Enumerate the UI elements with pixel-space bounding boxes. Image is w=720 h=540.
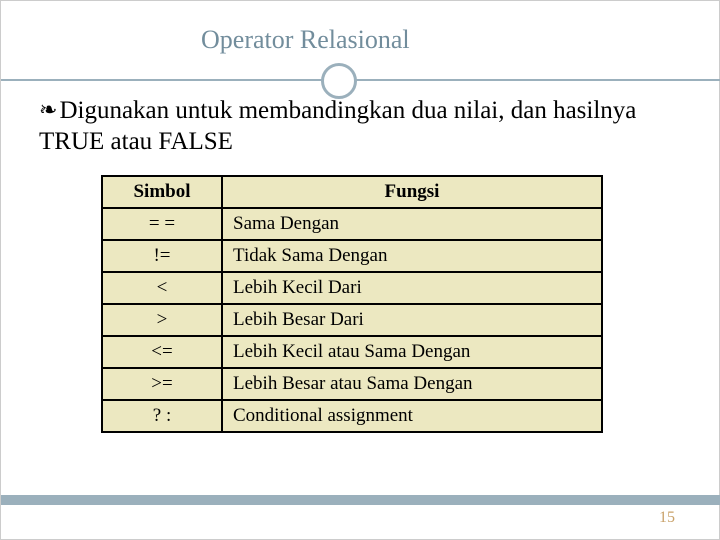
table-row: ? : Conditional assignment	[102, 400, 602, 432]
slide: Operator Relasional ❧Digunakan untuk mem…	[0, 0, 720, 540]
bullet-icon: ❧	[39, 96, 57, 124]
table-row: < Lebih Kecil Dari	[102, 272, 602, 304]
cell-fungsi: Tidak Sama Dengan	[222, 240, 602, 272]
cell-fungsi: Sama Dengan	[222, 208, 602, 240]
footer-bar	[1, 495, 720, 505]
cell-fungsi: Lebih Besar atau Sama Dengan	[222, 368, 602, 400]
cell-simbol: <	[102, 272, 222, 304]
cell-simbol: >=	[102, 368, 222, 400]
slide-title: Operator Relasional	[1, 1, 719, 55]
body-text-content: Digunakan untuk membandingkan dua nilai,…	[39, 97, 636, 155]
table-row: > Lebih Besar Dari	[102, 304, 602, 336]
cell-simbol: <=	[102, 336, 222, 368]
operator-table: Simbol Fungsi = = Sama Dengan != Tidak S…	[101, 175, 603, 433]
page-number: 15	[659, 509, 675, 527]
cell-fungsi: Lebih Kecil Dari	[222, 272, 602, 304]
cell-fungsi: Lebih Besar Dari	[222, 304, 602, 336]
header-fungsi: Fungsi	[222, 176, 602, 208]
header-simbol: Simbol	[102, 176, 222, 208]
table-header-row: Simbol Fungsi	[102, 176, 602, 208]
table-row: = = Sama Dengan	[102, 208, 602, 240]
table-row: <= Lebih Kecil atau Sama Dengan	[102, 336, 602, 368]
horizontal-rule	[1, 79, 720, 81]
cell-simbol: !=	[102, 240, 222, 272]
table-row: != Tidak Sama Dengan	[102, 240, 602, 272]
body-paragraph: ❧Digunakan untuk membandingkan dua nilai…	[39, 95, 681, 158]
table-row: >= Lebih Besar atau Sama Dengan	[102, 368, 602, 400]
accent-circle-icon	[321, 63, 357, 99]
cell-simbol: >	[102, 304, 222, 336]
cell-simbol: = =	[102, 208, 222, 240]
cell-fungsi: Conditional assignment	[222, 400, 602, 432]
cell-fungsi: Lebih Kecil atau Sama Dengan	[222, 336, 602, 368]
cell-simbol: ? :	[102, 400, 222, 432]
